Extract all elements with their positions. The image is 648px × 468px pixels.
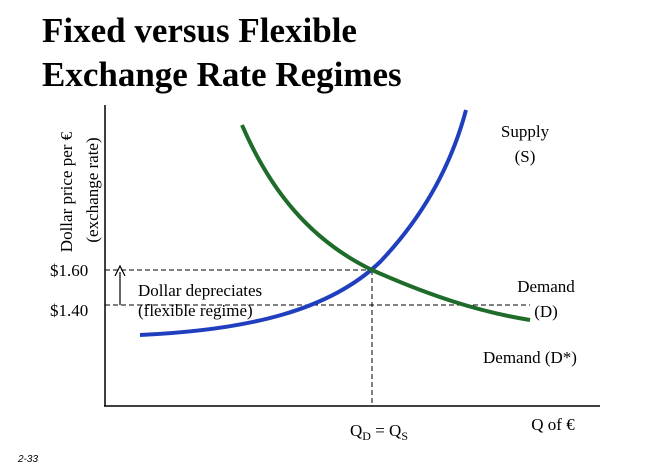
title-line: Exchange Rate Regimes (42, 55, 402, 94)
curve-label: (S) (515, 147, 536, 166)
x-axis-label: Q of € (531, 415, 575, 434)
curve-label: Demand (517, 277, 575, 296)
demand-curve (240, 124, 531, 322)
annotation-line: Dollar depreciates (138, 281, 262, 300)
slide-number: 2-33 (17, 454, 38, 465)
label-part: Q (350, 421, 362, 440)
y-axis-label: Dollar price per € (exchange rate) (57, 131, 102, 252)
axis-label-line: Dollar price per € (57, 131, 76, 252)
subscript: D (362, 429, 371, 443)
axis-label-line: (exchange rate) (83, 137, 102, 242)
price-label: $1.60 (50, 261, 88, 280)
curve-label: Demand (D*) (483, 348, 577, 367)
curve-label: (D) (534, 302, 558, 321)
subscript: S (401, 429, 408, 443)
price-label: $1.40 (50, 301, 88, 320)
arrow-head (114, 264, 126, 277)
curve-label: Supply (501, 122, 550, 141)
label-part: = Q (371, 421, 401, 440)
title-line: Fixed versus Flexible (42, 11, 357, 50)
supply-curve (139, 109, 468, 337)
annotation-line: (flexible regime) (138, 301, 253, 320)
equilibrium-label: QD = QS (350, 421, 408, 443)
